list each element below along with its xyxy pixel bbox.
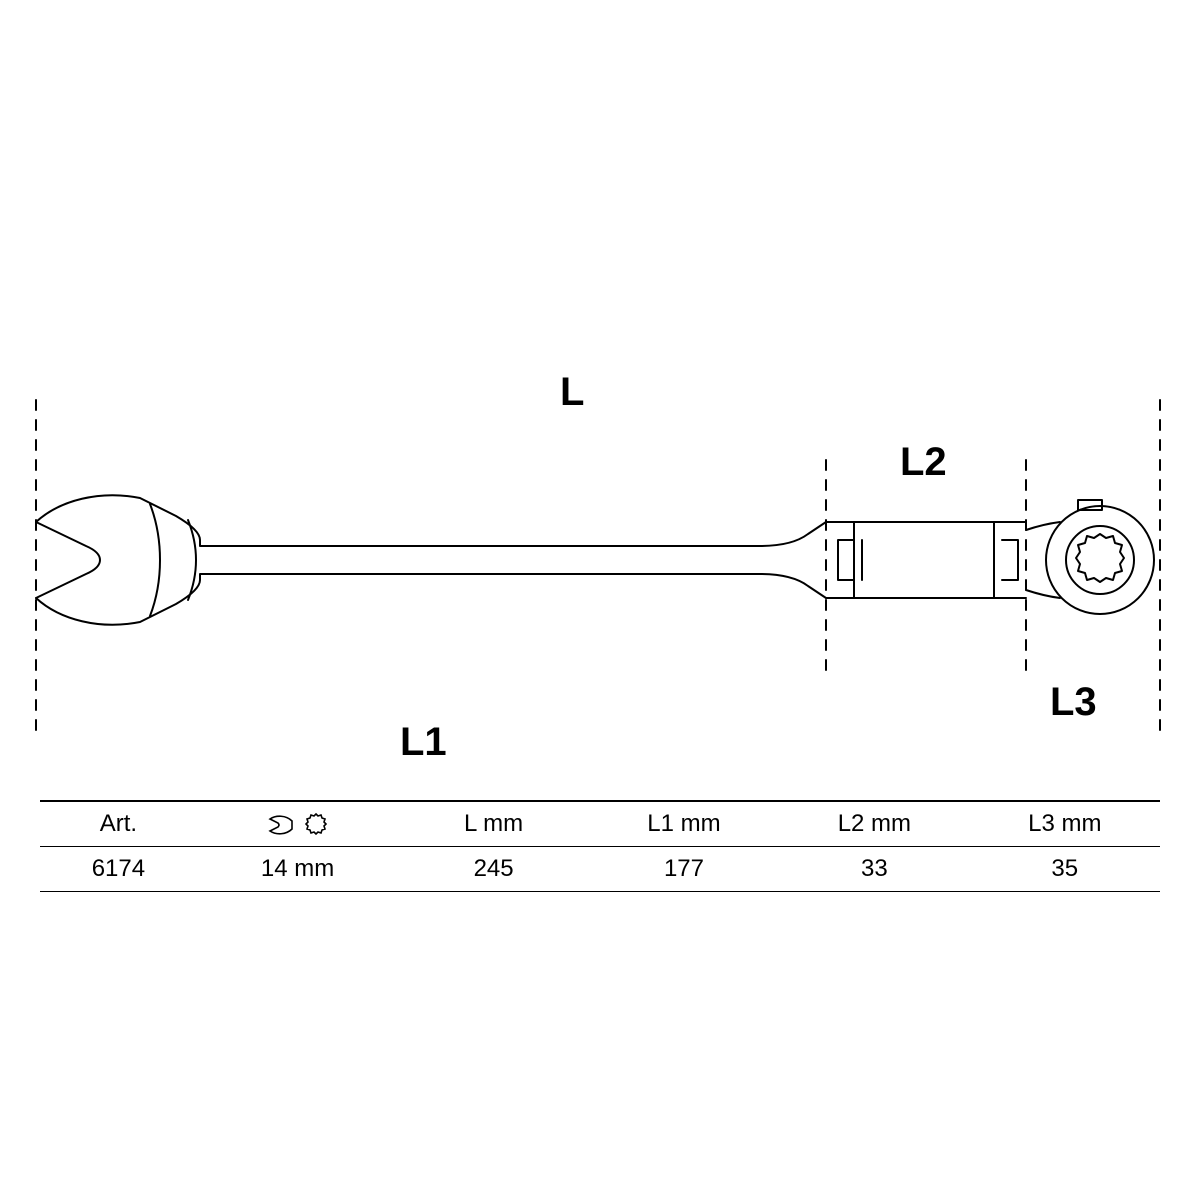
spec-table: Art. L mm L1 mm <box>40 800 1160 892</box>
page: L L1 L2 L3 Art. <box>0 0 1200 1200</box>
dim-label-L1: L1 <box>400 720 447 765</box>
col-L: L mm <box>398 801 588 847</box>
cell-L1: 177 <box>589 847 779 892</box>
dim-label-L3: L3 <box>1050 680 1097 725</box>
col-L3: L3 mm <box>970 801 1160 847</box>
dim-label-L2: L2 <box>900 440 947 485</box>
col-size-icons <box>197 801 399 847</box>
col-L1: L1 mm <box>589 801 779 847</box>
cell-L: 245 <box>398 847 588 892</box>
wrench-diagram <box>0 0 1200 800</box>
ring-end-icon <box>303 812 329 838</box>
table-header-row: Art. L mm L1 mm <box>40 801 1160 847</box>
dim-label-L: L <box>560 370 584 415</box>
table-row: 6174 14 mm 245 177 33 35 <box>40 847 1160 892</box>
cell-L3: 35 <box>970 847 1160 892</box>
cell-art: 6174 <box>40 847 197 892</box>
col-art: Art. <box>40 801 197 847</box>
col-L2: L2 mm <box>779 801 969 847</box>
open-end-icon <box>266 813 296 837</box>
cell-size: 14 mm <box>197 847 399 892</box>
cell-L2: 33 <box>779 847 969 892</box>
